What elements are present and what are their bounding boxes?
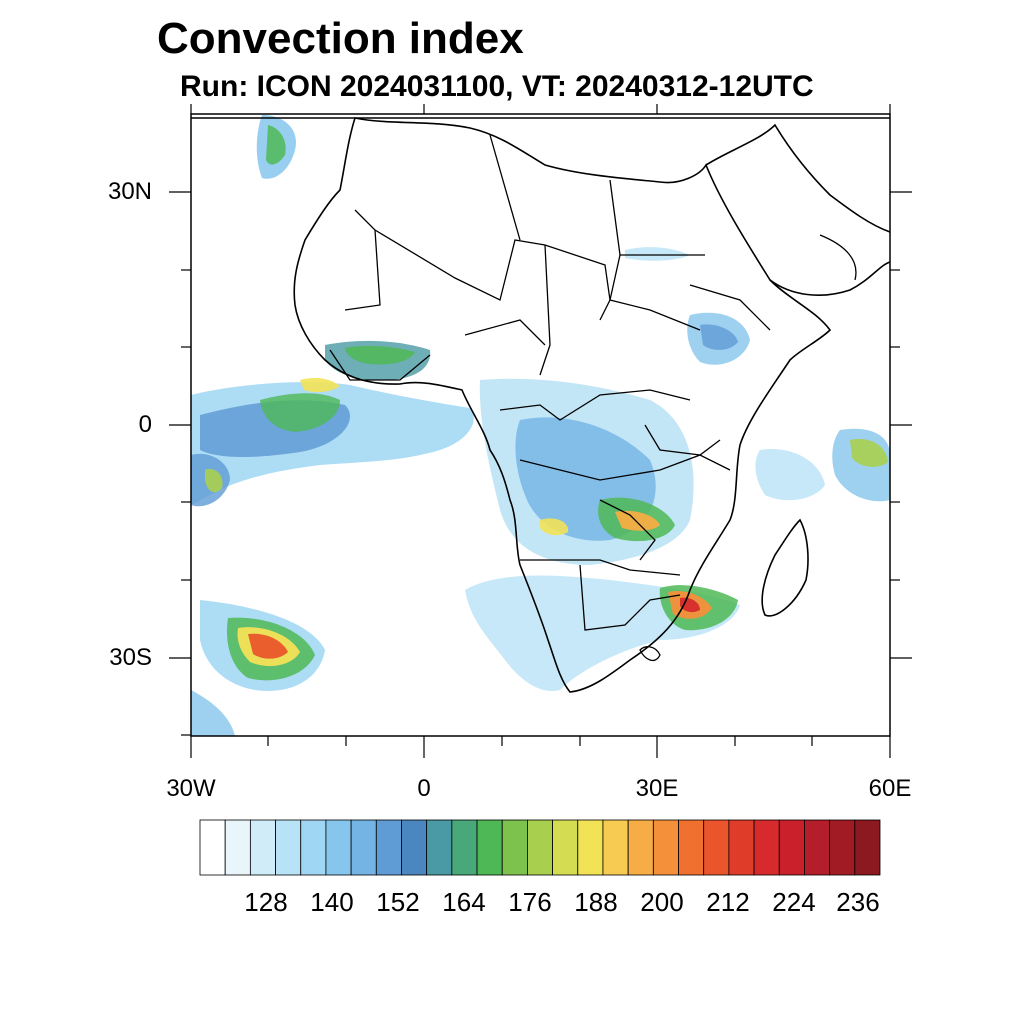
colorbar-box [778,819,805,876]
lon-label-30w: 30W [166,775,216,802]
lat-label-0: 0 [138,411,152,438]
colorbar-label: 128 [244,887,288,917]
chart-subtitle: Run: ICON 2024031100, VT: 20240312-12UTC [180,70,814,103]
colorbar-box [527,819,553,876]
colorbar-label: 140 [310,887,354,917]
colorbar-box [476,819,503,876]
colorbar-label: 152 [376,887,420,917]
colorbar-box [300,819,327,876]
colorbar-box [678,819,705,876]
convection-field [191,115,890,736]
colorbar-box [275,819,302,876]
chart-title: Convection index [157,14,524,63]
coastlines [191,117,890,693]
colorbar-box [829,819,856,876]
map-ticks [169,104,912,758]
colorbar-box [249,819,276,876]
lat-label-30s: 30S [109,644,152,671]
colorbar [199,819,881,876]
colorbar-box [350,819,377,876]
colorbar-box [552,819,579,876]
colorbar-box [199,819,226,876]
colorbar-label: 212 [706,887,750,917]
colorbar-box [652,819,679,876]
colorbar-box [577,819,604,876]
colorbar-box [224,819,251,876]
madagascar-coastline [761,518,809,617]
colorbar-box [804,819,831,876]
lon-label-60e: 60E [868,775,912,802]
colorbar-label: 224 [772,887,816,917]
country-borders [329,134,857,662]
colorbar-box [627,819,654,876]
arabia-coastline [705,123,890,296]
colorbar-label: 176 [508,887,552,917]
colorbar-box [703,819,730,876]
colorbar-label: 200 [640,887,684,917]
colorbar-label: 164 [442,887,486,917]
colorbar-box [426,819,453,876]
lon-label-30e: 30E [635,775,679,802]
lat-label-30n: 30N [107,178,152,205]
colorbar-box [451,819,478,876]
colorbar-box [854,819,881,876]
colorbar-box [728,819,755,876]
lon-label-0: 0 [417,775,431,802]
colorbar-box [401,819,428,876]
colorbar-label: 188 [574,887,618,917]
colorbar-box [501,819,528,876]
colorbar-box [602,819,629,876]
colorbar-label: 236 [836,887,880,917]
colorbar-box [325,819,352,876]
colorbar-box [375,819,402,876]
africa-coastline [293,117,832,693]
colorbar-box [753,819,780,876]
